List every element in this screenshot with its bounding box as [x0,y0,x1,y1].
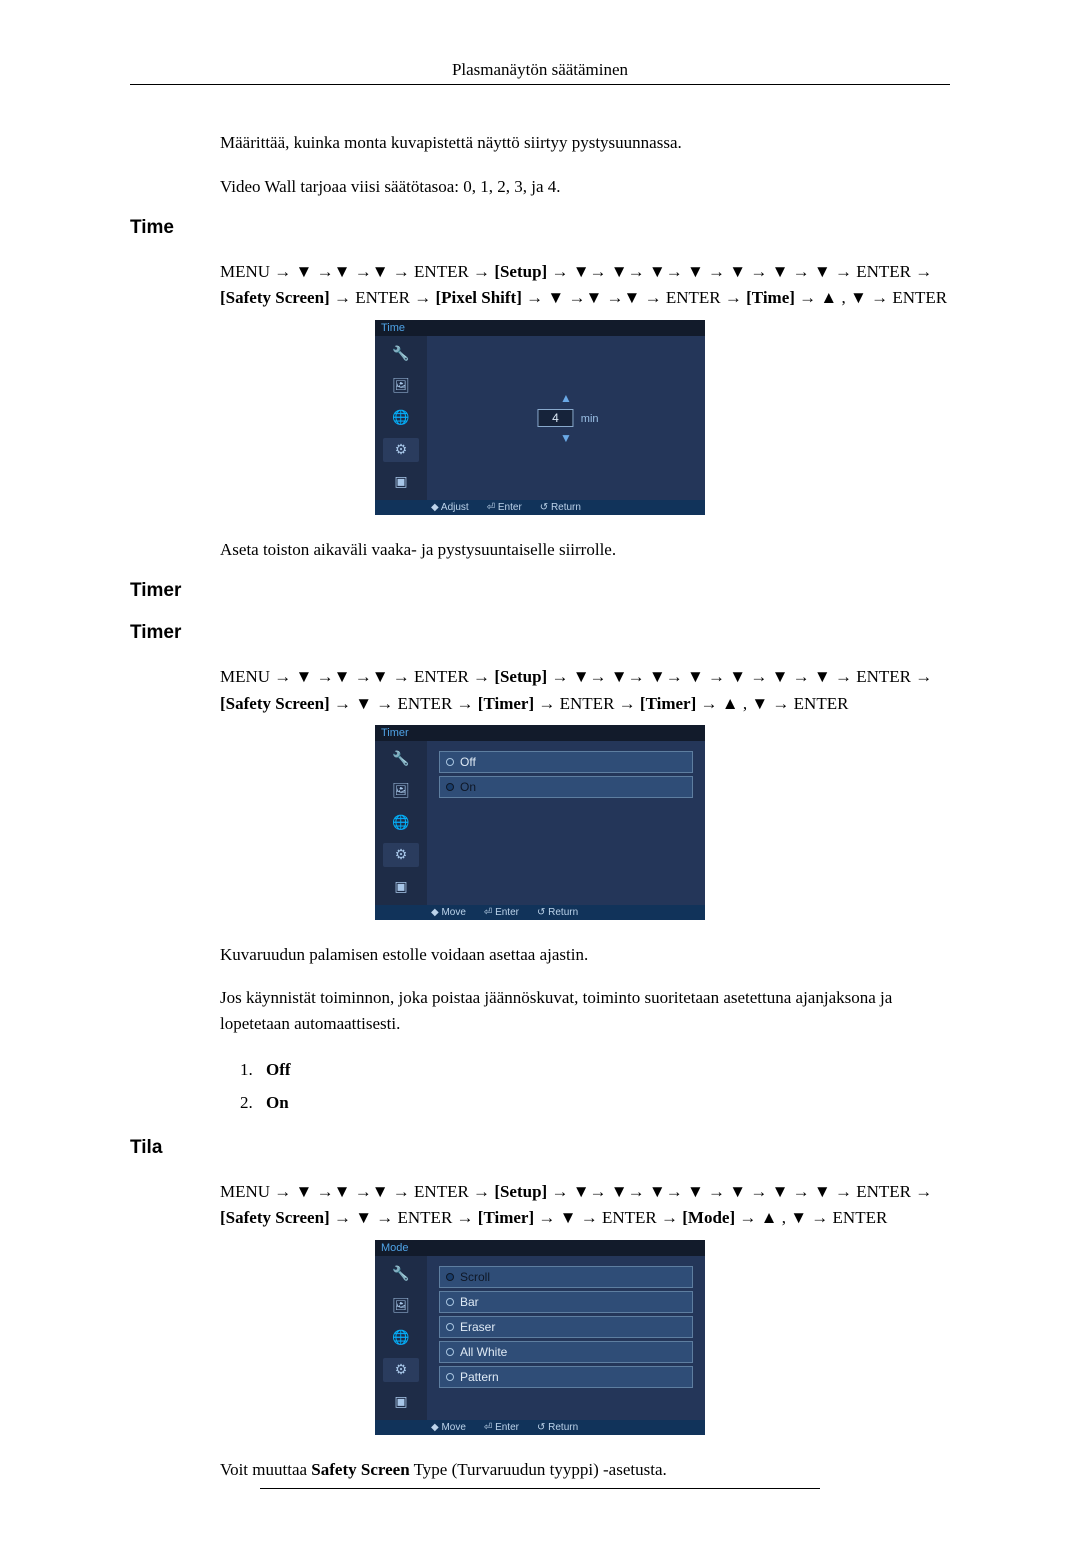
osd-time: Time 🔧 🖼 🌐 ⚙ ▣ ▲ 4 min ▼ ◆ Adjust ⏎ Ente… [375,320,705,515]
osd-mode: Mode 🔧 🖼 🌐 ⚙ ▣ Scroll Bar Eraser All White P… [375,1240,705,1435]
timer-p2: Jos käynnistät toiminnon, joka poistaa j… [220,985,950,1036]
page-header-title: Plasmanäytön säätäminen [130,60,950,85]
osd-timer: Timer 🔧 🖼 🌐 ⚙ ▣ Off On ◆ Move ⏎ Enter ↺ R… [375,725,705,920]
time-value: 4 [537,409,573,427]
osd-option-label: Pattern [460,1370,499,1384]
radio-icon [446,1373,454,1381]
time-caption: Aseta toiston aikaväli vaaka- ja pystysu… [220,537,950,563]
heading-timer-2: Timer [130,622,950,644]
osd-option-label: Bar [460,1295,479,1309]
radio-icon [446,758,454,766]
time-unit: min [581,413,599,425]
footer-return: ↺ Return [537,1422,578,1433]
osd-rail: 🔧 🖼 🌐 ⚙ ▣ [375,741,427,905]
globe-icon: 🌐 [383,811,419,835]
osd-option-label: Scroll [460,1270,490,1284]
radio-icon [446,1348,454,1356]
nav-path-time: MENU → ▼ →▼ →▼ → ENTER → [Setup] → ▼→ ▼→… [220,259,950,312]
nav-path-tila: MENU → ▼ →▼ →▼ → ENTER → [Setup] → ▼→ ▼→… [220,1179,950,1232]
osd-rail: 🔧 🖼 🌐 ⚙ ▣ [375,336,427,500]
osd-rail: 🔧 🖼 🌐 ⚙ ▣ [375,1256,427,1420]
timer-p1: Kuvaruudun palamisen estolle voidaan ase… [220,942,950,968]
footer-enter: ⏎ Enter [484,907,519,918]
osd-title: Time [375,320,705,336]
osd-footer: ◆ Move ⏎ Enter ↺ Return [375,905,705,920]
heading-time: Time [130,217,950,239]
gear-icon: ⚙ [383,843,419,867]
heading-timer-1: Timer [130,580,950,602]
page-footer-rule [260,1488,820,1489]
footer-return: ↺ Return [540,502,581,513]
gear-icon: ⚙ [383,438,419,462]
footer-return: ↺ Return [537,907,578,918]
osd-pane: Off On [427,741,705,905]
intro-p2: Video Wall tarjoaa viisi säätötasoa: 0, … [220,174,950,200]
radio-icon [446,783,454,791]
picture-icon: 🖼 [383,779,419,803]
intro-p1: Määrittää, kuinka monta kuvapistettä näy… [220,130,950,156]
radio-icon [446,1298,454,1306]
wrench-icon: 🔧 [383,747,419,771]
pip-icon: ▣ [383,470,419,494]
list-item: 1.Off [240,1054,950,1086]
time-adjust: ▲ 4 min ▼ [533,391,598,445]
globe-icon: 🌐 [383,1326,419,1350]
osd-option: Scroll [439,1266,693,1288]
osd-footer: ◆ Adjust ⏎ Enter ↺ Return [375,500,705,515]
pip-icon: ▣ [383,875,419,899]
osd-option: On [439,776,693,798]
nav-path-timer: MENU → ▼ →▼ →▼ → ENTER → [Setup] → ▼→ ▼→… [220,664,950,717]
gear-icon: ⚙ [383,1358,419,1382]
timer-options-list: 1.Off2.On [240,1054,950,1119]
osd-title: Timer [375,725,705,741]
picture-icon: 🖼 [383,1294,419,1318]
wrench-icon: 🔧 [383,1262,419,1286]
radio-icon [446,1323,454,1331]
wrench-icon: 🔧 [383,342,419,366]
osd-option: Eraser [439,1316,693,1338]
footer-enter: ⏎ Enter [484,1422,519,1433]
osd-pane: ▲ 4 min ▼ [427,336,705,500]
osd-option-label: Eraser [460,1320,495,1334]
heading-tila: Tila [130,1137,950,1159]
osd-option-label: Off [460,755,476,769]
footer-move: ◆ Move [431,907,466,918]
osd-option: Bar [439,1291,693,1313]
osd-option-label: On [460,780,476,794]
osd-title: Mode [375,1240,705,1256]
globe-icon: 🌐 [383,406,419,430]
osd-pane: Scroll Bar Eraser All White Pattern [427,1256,705,1420]
picture-icon: 🖼 [383,374,419,398]
osd-footer: ◆ Move ⏎ Enter ↺ Return [375,1420,705,1435]
osd-option: Pattern [439,1366,693,1388]
osd-option-label: All White [460,1345,507,1359]
list-item: 2.On [240,1087,950,1119]
radio-icon [446,1273,454,1281]
pip-icon: ▣ [383,1390,419,1414]
footer-move: ◆ Move [431,1422,466,1433]
osd-option: Off [439,751,693,773]
tila-p1: Voit muuttaa Safety Screen Type (Turvaru… [220,1457,950,1483]
osd-option: All White [439,1341,693,1363]
footer-adjust: ◆ Adjust [431,502,469,513]
footer-enter: ⏎ Enter [487,502,522,513]
